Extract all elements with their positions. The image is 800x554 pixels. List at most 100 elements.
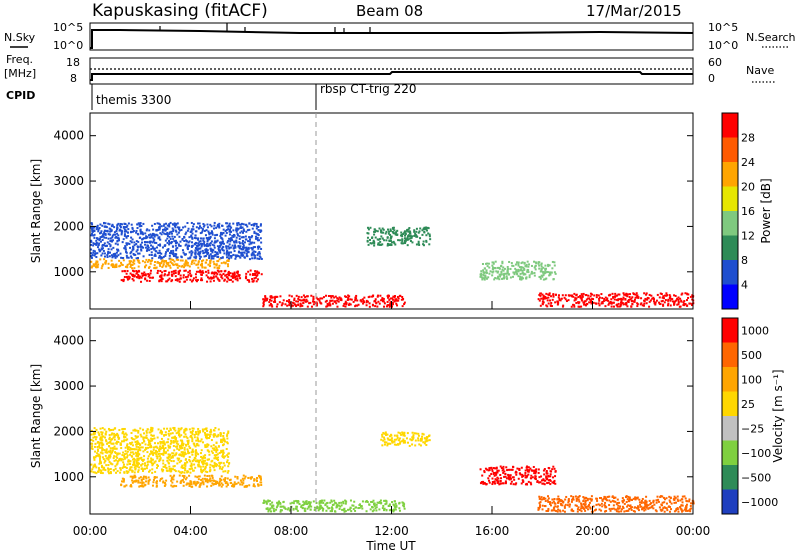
velocity-echo	[181, 478, 184, 481]
velocity-echo	[644, 508, 647, 511]
power-echo	[219, 235, 222, 238]
power-echo	[245, 230, 248, 233]
power-echo	[391, 301, 394, 304]
power-echo	[580, 299, 583, 302]
velocity-echo	[113, 435, 116, 438]
power-echo	[245, 238, 248, 241]
power-echo	[522, 266, 525, 269]
velocity-echo	[524, 471, 527, 474]
velocity-echo	[605, 506, 608, 509]
velocity-echo	[93, 463, 96, 466]
velocity-echo	[163, 434, 166, 437]
power-echo	[508, 260, 511, 263]
power-echo	[640, 297, 643, 300]
velocity-scatter	[90, 426, 695, 513]
velocity-echo	[121, 440, 124, 443]
velocity-echo	[113, 447, 116, 450]
power-echo	[626, 295, 629, 298]
velocity-echo	[101, 427, 104, 430]
velocity-echo	[554, 470, 557, 473]
power-echo	[357, 303, 360, 306]
power-echo	[517, 275, 520, 278]
power-echo	[193, 236, 196, 239]
power-echo	[257, 247, 260, 250]
velocity-echo	[148, 478, 151, 481]
power-echo	[491, 261, 494, 264]
velocity-echo	[143, 455, 146, 458]
velocity-echo	[109, 454, 112, 457]
velocity-echo	[253, 485, 256, 488]
velocity-echo	[177, 459, 180, 462]
velocity-echo	[191, 431, 194, 434]
power-echo	[564, 298, 567, 301]
power-echo	[159, 251, 162, 254]
power-echo	[149, 262, 152, 265]
power-echo	[90, 252, 93, 255]
velocity-echo	[126, 463, 129, 466]
power-echo	[228, 222, 231, 225]
power-echo	[622, 296, 625, 299]
velocity-echo	[688, 498, 691, 501]
velocity-echo	[575, 499, 578, 502]
velocity-echo	[221, 444, 224, 447]
power-echo	[485, 277, 488, 280]
power-echo	[373, 242, 376, 245]
power-echo	[335, 302, 338, 305]
power-echo	[199, 237, 202, 240]
power-echo	[365, 304, 368, 307]
power-echo	[649, 299, 652, 302]
velocity-echo	[114, 465, 117, 468]
velocity-echo	[109, 472, 112, 475]
power-echo	[186, 229, 189, 232]
power-echo	[213, 266, 216, 269]
power-echo	[210, 240, 213, 243]
power-echo	[492, 262, 495, 265]
power-echo	[216, 223, 219, 226]
velocity-echo	[106, 451, 109, 454]
power-echo	[603, 297, 606, 300]
power-echo	[168, 241, 171, 244]
power-echo	[137, 274, 140, 277]
power-echo	[99, 258, 102, 261]
power-echo	[141, 274, 144, 277]
power-echo	[548, 293, 551, 296]
velocity-echo	[521, 475, 524, 478]
power-echo	[619, 305, 622, 308]
power-echo	[145, 236, 148, 239]
power-echo	[310, 294, 313, 297]
power-echo	[604, 296, 607, 299]
power-echo	[191, 279, 194, 282]
velocity-echo	[628, 508, 631, 511]
power-echo	[183, 266, 186, 269]
velocity-echo	[210, 445, 213, 448]
power-echo	[198, 240, 201, 243]
velocity-echo	[194, 475, 197, 478]
power-echo	[137, 245, 140, 248]
velocity-echo	[527, 480, 530, 483]
velocity-echo	[503, 470, 506, 473]
power-echo	[140, 276, 143, 279]
velocity-echo	[677, 510, 680, 513]
velocity-echo	[126, 454, 129, 457]
power-echo	[176, 256, 179, 259]
power-echo	[200, 264, 203, 267]
velocity-echo	[154, 470, 157, 473]
power-echo	[189, 230, 192, 233]
velocity-echo	[369, 508, 372, 511]
power-echo	[145, 241, 148, 244]
velocity-echo	[170, 439, 173, 442]
velocity-echo	[154, 460, 157, 463]
power-colorbar-tick: 20	[741, 181, 755, 194]
velocity-echo	[137, 429, 140, 432]
velocity-echo	[378, 501, 381, 504]
velocity-echo	[405, 437, 408, 440]
power-echo	[176, 263, 179, 266]
velocity-echo	[541, 504, 544, 507]
power-echo	[674, 294, 677, 297]
velocity-echo	[372, 503, 375, 506]
power-echo	[251, 277, 254, 280]
velocity-echo	[580, 507, 583, 510]
power-echo	[171, 227, 174, 230]
velocity-echo	[122, 427, 125, 430]
power-echo	[551, 298, 554, 301]
